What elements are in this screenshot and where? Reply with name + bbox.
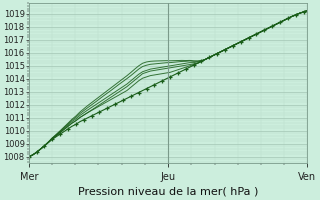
X-axis label: Pression niveau de la mer( hPa ): Pression niveau de la mer( hPa ) <box>78 187 258 197</box>
